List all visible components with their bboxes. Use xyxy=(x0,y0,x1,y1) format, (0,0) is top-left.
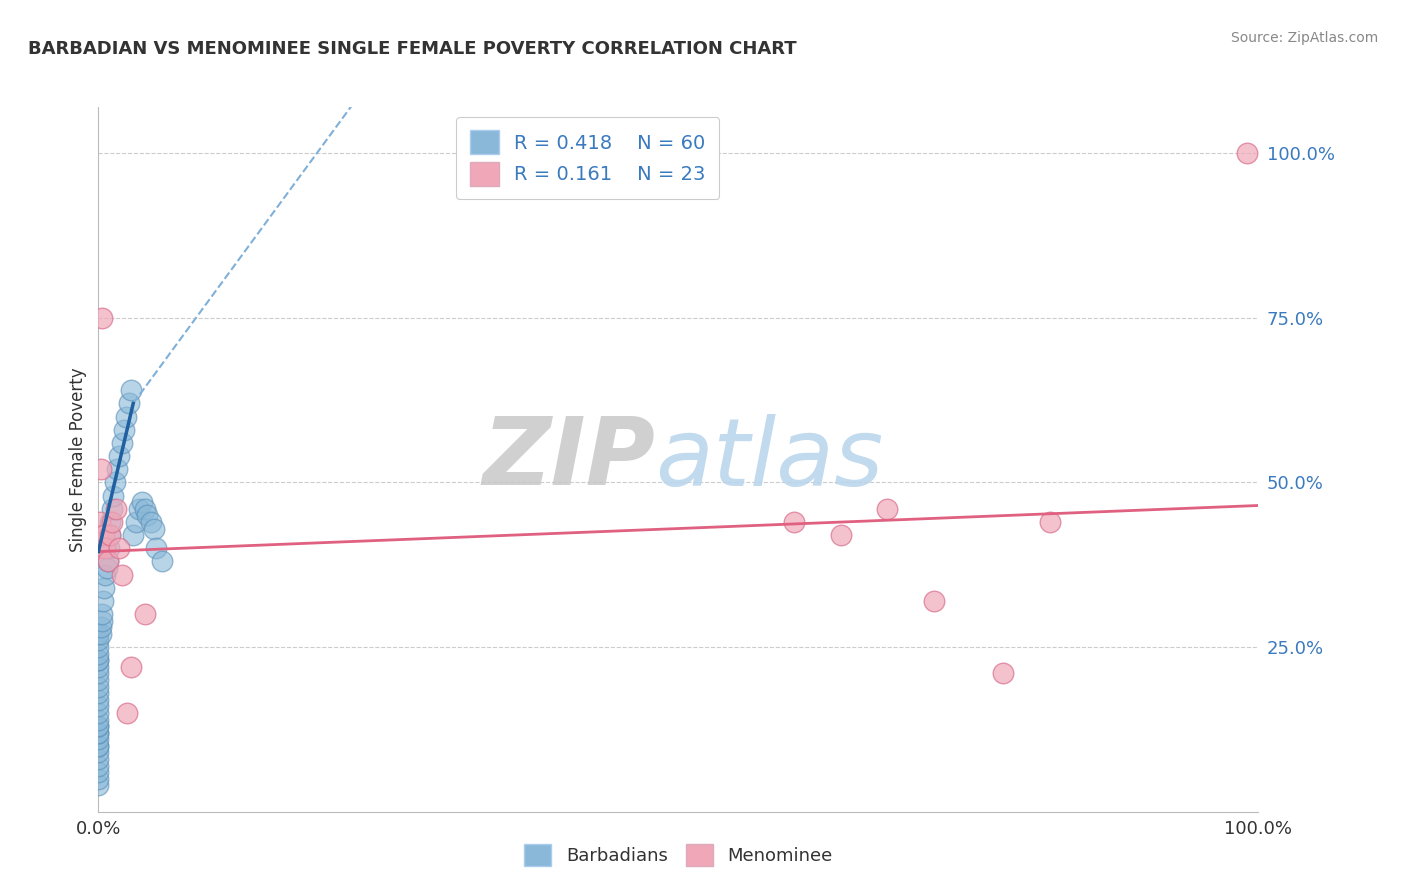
Point xyxy=(128,501,150,516)
Point xyxy=(93,528,115,542)
Point xyxy=(87,528,110,542)
Point xyxy=(122,528,145,542)
Point xyxy=(993,666,1015,681)
Point xyxy=(87,633,110,648)
Point xyxy=(87,640,110,654)
Text: Source: ZipAtlas.com: Source: ZipAtlas.com xyxy=(1230,31,1378,45)
Point xyxy=(876,501,898,516)
Point xyxy=(87,666,110,681)
Point xyxy=(97,554,120,568)
Point xyxy=(139,515,162,529)
Point xyxy=(87,752,110,766)
Point xyxy=(120,383,142,397)
Point xyxy=(87,725,110,739)
Point xyxy=(87,680,110,694)
Point xyxy=(91,594,114,608)
Point xyxy=(87,719,110,733)
Point xyxy=(117,396,139,410)
Point xyxy=(101,501,124,516)
Point xyxy=(87,758,110,772)
Point xyxy=(105,462,128,476)
Point xyxy=(94,567,117,582)
Text: ZIP: ZIP xyxy=(482,413,655,506)
Point xyxy=(87,746,110,760)
Point xyxy=(922,594,945,608)
Point xyxy=(104,501,127,516)
Point xyxy=(87,653,110,667)
Point xyxy=(87,686,110,700)
Point xyxy=(111,567,132,582)
Point xyxy=(97,541,120,556)
Point xyxy=(120,660,142,674)
Point xyxy=(87,719,110,733)
Point xyxy=(87,627,110,641)
Point xyxy=(112,423,135,437)
Point xyxy=(89,515,111,529)
Text: atlas: atlas xyxy=(655,414,883,505)
Point xyxy=(87,653,110,667)
Point xyxy=(98,528,121,542)
Point xyxy=(101,515,124,529)
Point xyxy=(87,673,110,687)
Point xyxy=(830,528,852,542)
Point xyxy=(90,607,112,622)
Point xyxy=(98,528,121,542)
Point xyxy=(134,607,156,622)
Point xyxy=(134,501,156,516)
Point xyxy=(111,436,132,450)
Point xyxy=(90,614,112,628)
Point xyxy=(90,620,112,634)
Point xyxy=(94,541,117,556)
Point xyxy=(87,739,110,753)
Point xyxy=(87,732,110,747)
Point xyxy=(87,739,110,753)
Point xyxy=(150,554,173,568)
Point xyxy=(87,699,110,714)
Point xyxy=(87,660,110,674)
Point xyxy=(87,765,110,780)
Point xyxy=(87,778,110,792)
Point xyxy=(87,713,110,727)
Point xyxy=(115,409,138,424)
Point xyxy=(87,772,110,786)
Point xyxy=(97,554,120,568)
Point xyxy=(117,706,139,720)
Point xyxy=(96,561,118,575)
Point xyxy=(87,725,110,739)
Point xyxy=(103,489,125,503)
Point xyxy=(143,522,166,536)
Point xyxy=(108,541,131,556)
Point xyxy=(93,581,115,595)
Text: BARBADIAN VS MENOMINEE SINGLE FEMALE POVERTY CORRELATION CHART: BARBADIAN VS MENOMINEE SINGLE FEMALE POV… xyxy=(28,40,797,58)
Point xyxy=(98,515,121,529)
Point xyxy=(87,541,110,556)
Point xyxy=(783,515,806,529)
Point xyxy=(90,462,112,476)
Point xyxy=(1236,146,1258,161)
Point xyxy=(90,627,112,641)
Point xyxy=(124,515,146,529)
Point xyxy=(104,475,127,490)
Point xyxy=(131,495,153,509)
Legend: Barbadians, Menominee: Barbadians, Menominee xyxy=(517,837,839,873)
Point xyxy=(87,692,110,706)
Point xyxy=(90,310,112,325)
Y-axis label: Single Female Poverty: Single Female Poverty xyxy=(69,368,87,551)
Point xyxy=(1038,515,1062,529)
Point xyxy=(87,706,110,720)
Point xyxy=(87,647,110,661)
Point xyxy=(136,508,159,523)
Point xyxy=(145,541,167,556)
Point xyxy=(108,449,131,463)
